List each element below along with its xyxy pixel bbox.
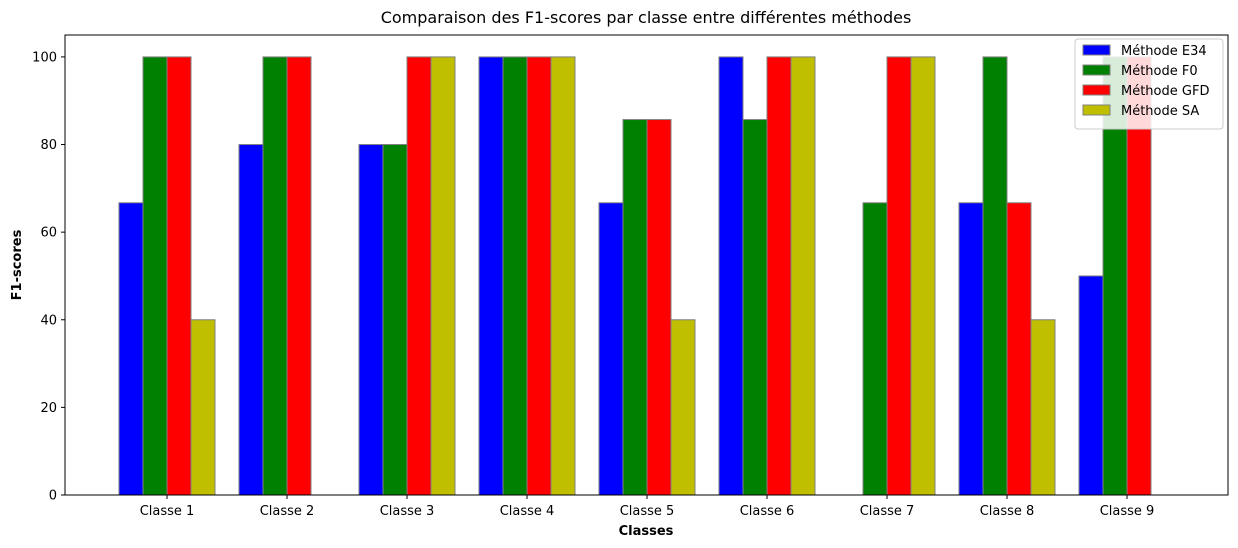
legend-box [1074,38,1224,130]
bar-3-1 [358,144,384,496]
x-tick-label: Classe 1 [140,504,195,519]
bar-7-2 [862,202,888,496]
x-tick-label: Classe 4 [500,504,555,519]
legend-swatch [1082,44,1111,56]
bar-9-3 [1126,56,1152,496]
legend-label: Méthode F0 [1121,64,1198,79]
legend-swatch [1082,84,1111,96]
bar-8-2 [982,56,1008,496]
x-tick-label: Classe 6 [740,504,795,519]
y-tick-label: 80 [40,138,57,153]
y-tick-label: 20 [40,401,57,416]
legend: Méthode E34 Méthode F0 Méthode GFD Méthode … [1074,38,1224,130]
legend-swatch [1082,104,1111,116]
bars-group [118,56,1152,496]
x-tick-label: Classe 9 [1100,504,1155,519]
bar-5-4 [670,319,696,496]
x-tick-label: Classe 8 [980,504,1035,519]
bar-3-3 [406,56,432,496]
bar-3-4 [430,56,456,496]
bar-2-3 [286,56,312,496]
bar-1-2 [142,56,168,496]
y-axis: 0 20 40 60 80 100 [32,50,65,504]
bar-5-2 [622,119,648,496]
bar-4-2 [502,56,528,496]
bar-6-1 [718,56,744,496]
bar-2-1 [238,144,264,496]
bar-8-4 [1030,319,1056,496]
bar-6-3 [766,56,792,496]
legend-swatch [1082,64,1111,76]
bar-5-1 [598,202,624,496]
x-tick-label: Classe 2 [260,504,315,519]
bar-1-4 [190,319,216,496]
bar-9-2 [1102,56,1128,496]
y-tick-label: 100 [32,50,57,65]
bar-5-3 [646,119,672,496]
bar-6-4 [790,56,816,496]
bar-4-1 [478,56,504,496]
y-axis-label: F1-scores [10,229,25,300]
x-axis: Classe 1 Classe 2 Classe 3 Classe 4 Classe 5… [140,495,1155,519]
x-axis-label: Classes [619,524,674,539]
bar-4-4 [550,56,576,496]
bar-1-3 [166,56,192,496]
legend-label: Méthode GFD [1121,84,1209,99]
bar-9-1 [1078,275,1104,496]
bar-8-3 [1006,202,1032,496]
bar-6-2 [742,119,768,496]
bar-7-3 [886,56,912,496]
bar-3-2 [382,144,408,496]
chart-title: Comparaison des F1-scores par classe ent… [381,8,912,27]
bar-7-4 [910,56,936,496]
bar-1-1 [118,202,144,496]
y-tick-label: 60 [40,226,57,241]
legend-label: Méthode E34 [1121,44,1207,59]
x-tick-label: Classe 7 [860,504,915,519]
legend-label: Méthode SA [1121,104,1199,119]
x-tick-label: Classe 3 [380,504,435,519]
x-tick-label: Classe 5 [620,504,675,519]
bar-8-1 [958,202,984,496]
y-tick-label: 40 [40,313,57,328]
bar-2-2 [262,56,288,496]
bar-4-3 [526,56,552,496]
y-tick-label: 0 [49,489,57,504]
